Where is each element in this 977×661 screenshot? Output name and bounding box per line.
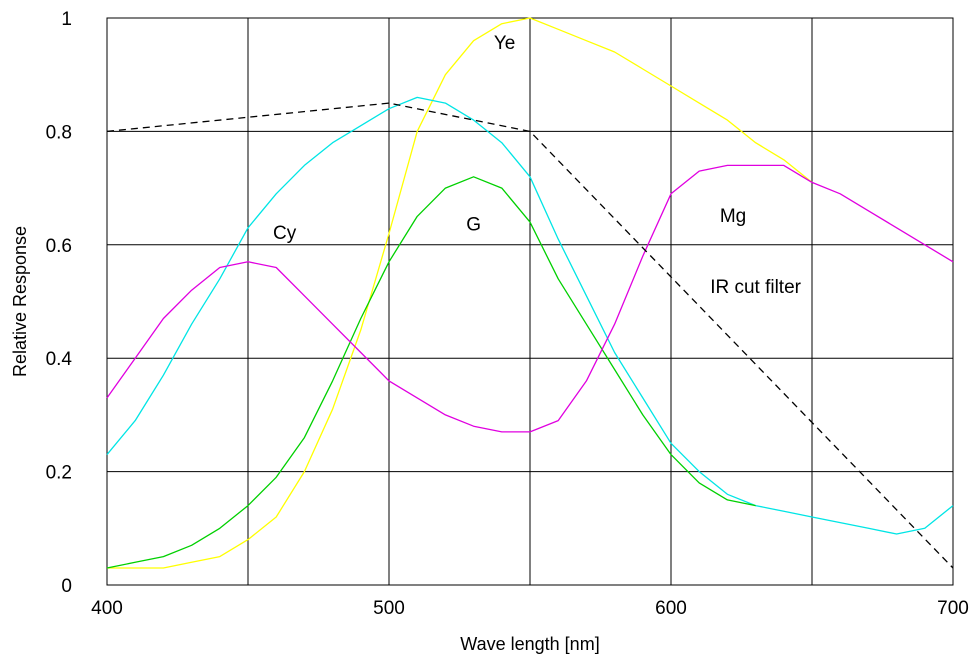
- y-tick-label: 0: [61, 576, 72, 597]
- annotation-layer: Ye Cy G Mg IR cut filter: [273, 33, 802, 298]
- series-label-mg: Mg: [720, 206, 746, 227]
- series-label-ye: Ye: [494, 33, 516, 54]
- y-axis-ticks: 0 0.2 0.4 0.6 0.8 1: [46, 9, 73, 597]
- grid-lines: [107, 18, 953, 585]
- x-axis-label: Wave length [nm]: [460, 634, 599, 654]
- x-tick-label: 700: [937, 598, 969, 619]
- series-line-g: [106, 176, 756, 569]
- y-tick-label: 0.2: [46, 463, 72, 484]
- series-line-ye: [107, 17, 813, 569]
- y-axis-label: Relative Response: [10, 226, 30, 377]
- x-axis-ticks: 400 500 600 700: [91, 598, 969, 619]
- y-tick-label: 1: [61, 9, 72, 30]
- series-line-mg: [106, 164, 954, 433]
- series-line-cy: [106, 96, 954, 535]
- series-layer: [106, 17, 954, 569]
- series-label-ir-cut-filter: IR cut filter: [710, 277, 801, 298]
- x-tick-label: 500: [373, 598, 405, 619]
- x-tick-label: 600: [655, 598, 687, 619]
- series-label-cy: Cy: [273, 223, 297, 244]
- x-tick-label: 400: [91, 598, 123, 619]
- y-tick-label: 0.4: [46, 349, 73, 370]
- y-tick-label: 0.8: [46, 122, 72, 143]
- series-label-g: G: [466, 215, 481, 236]
- y-tick-label: 0.6: [46, 236, 72, 257]
